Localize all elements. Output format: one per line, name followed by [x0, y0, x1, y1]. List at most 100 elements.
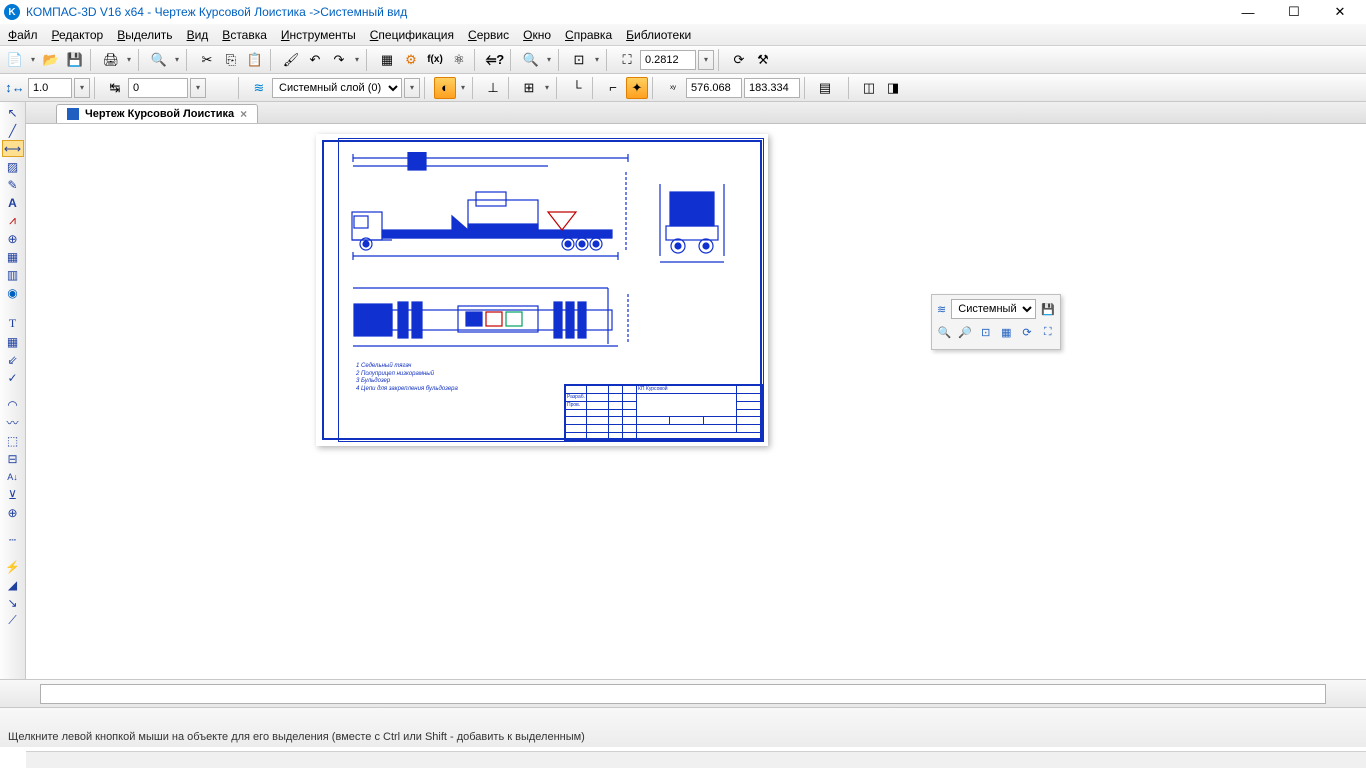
menu-editor[interactable]: Редактор [52, 28, 104, 42]
vars-icon[interactable]: ⚛ [448, 49, 470, 71]
redo-icon[interactable]: ↷ [328, 49, 350, 71]
open-icon[interactable]: 📂 [40, 49, 62, 71]
layer-icon[interactable]: ≋ [248, 77, 270, 99]
zoom-in-dropdown[interactable]: ▾ [544, 55, 554, 64]
redo-dropdown[interactable]: ▾ [352, 55, 362, 64]
close-button[interactable]: ✕ [1326, 2, 1354, 22]
zoom5-icon[interactable]: ⟳ [1019, 323, 1036, 341]
undo-icon[interactable]: ↶ [304, 49, 326, 71]
zoom4-icon[interactable]: ▦ [998, 323, 1015, 341]
vtool-report-icon[interactable]: ◉ [2, 284, 24, 301]
scale-input[interactable] [28, 78, 72, 98]
menu-file[interactable]: Файл [8, 28, 38, 42]
vtool-dim-icon[interactable]: ⟷ [2, 140, 24, 157]
print-dropdown[interactable]: ▾ [124, 55, 134, 64]
new-icon[interactable]: 📄 [4, 49, 26, 71]
maximize-button[interactable]: ☐ [1280, 2, 1308, 22]
vtool-spec-icon[interactable]: ▥ [2, 266, 24, 283]
vtool-break-icon[interactable]: ⊟ [2, 450, 24, 467]
vtool-hatch-icon[interactable]: ▨ [2, 158, 24, 175]
horizontal-scrollbar[interactable] [26, 751, 1366, 768]
xy-icon[interactable]: ˣʸ [662, 77, 684, 99]
lcs-icon[interactable]: └ [566, 77, 588, 99]
vtool-base-icon[interactable]: ⊻ [2, 486, 24, 503]
vtool-leader-icon[interactable]: ⇙ [2, 351, 24, 368]
vtool-dim2-icon[interactable]: ⟋ [2, 612, 24, 629]
round-icon[interactable]: ⌐ [602, 77, 624, 99]
preview-dropdown[interactable]: ▾ [172, 55, 182, 64]
command-input[interactable] [40, 684, 1326, 704]
snap-icon[interactable]: ↕↔ [4, 77, 26, 99]
menu-spec[interactable]: Спецификация [370, 28, 454, 42]
zoom-dropdown[interactable]: ▾ [698, 50, 714, 70]
zoom1-icon[interactable]: 🔍 [936, 323, 953, 341]
ortho-icon[interactable]: ⊥ [482, 77, 504, 99]
vtool-center-icon[interactable]: ⊕ [2, 504, 24, 521]
zoom-window-icon[interactable]: ⊡ [568, 49, 590, 71]
zoom-fit-icon[interactable]: ⛶ [616, 49, 638, 71]
zoom6-icon[interactable]: ⛶ [1039, 323, 1056, 341]
vtool-axis-icon[interactable]: ⊕ [2, 230, 24, 247]
mode-icon[interactable]: ▤ [814, 77, 836, 99]
vtool-line-icon[interactable]: ╱ [2, 122, 24, 139]
fx-icon[interactable]: f(x) [424, 49, 446, 71]
vtool-text-icon[interactable]: A [2, 194, 24, 211]
zoom-in-icon[interactable]: 🔍 [520, 49, 542, 71]
manager-icon[interactable]: ▦ [376, 49, 398, 71]
step-input[interactable] [128, 78, 188, 98]
coord-x-input[interactable] [686, 78, 742, 98]
rebuild-icon[interactable]: ⚒ [752, 49, 774, 71]
vtool-sign-icon[interactable]: ✓ [2, 369, 24, 386]
vtool-t-icon[interactable]: T [2, 315, 24, 332]
state-dropdown[interactable]: ▾ [458, 83, 468, 92]
state-icon[interactable]: ◐ [434, 77, 456, 99]
minimize-button[interactable]: — [1234, 2, 1262, 22]
menu-libs[interactable]: Библиотеки [626, 28, 691, 42]
save-view-icon[interactable]: 💾 [1040, 300, 1056, 318]
menu-insert[interactable]: Вставка [222, 28, 267, 42]
vtool-tool-icon[interactable]: ✎ [2, 176, 24, 193]
vtool-bolt-icon[interactable]: ⚡ [2, 558, 24, 575]
menu-window[interactable]: Окно [523, 28, 551, 42]
coord-y-input[interactable] [744, 78, 800, 98]
snap2-icon[interactable]: ✦ [626, 77, 648, 99]
params-icon[interactable]: ⚙ [400, 49, 422, 71]
zoom-window-dropdown[interactable]: ▾ [592, 55, 602, 64]
grid-dropdown[interactable]: ▾ [542, 83, 552, 92]
new-dropdown[interactable]: ▾ [28, 55, 38, 64]
layers-icon[interactable]: ≋ [936, 300, 947, 318]
layer-dropdown[interactable]: ▾ [404, 78, 420, 98]
document-tab[interactable]: Чертеж Курсовой Лоистика × [56, 104, 258, 123]
vtool-measure-icon[interactable]: ◢ [2, 576, 24, 593]
render-icon[interactable]: ◫ [858, 77, 880, 99]
vtool-align-icon[interactable]: A↓ [2, 468, 24, 485]
grid-icon[interactable]: ⊞ [518, 77, 540, 99]
help-icon[interactable]: ⥢? [484, 49, 506, 71]
refresh-icon[interactable]: ⟳ [728, 49, 750, 71]
menu-service[interactable]: Сервис [468, 28, 509, 42]
tab-close-icon[interactable]: × [240, 107, 247, 121]
copy-icon[interactable]: ⎘ [220, 49, 242, 71]
menu-help[interactable]: Справка [565, 28, 612, 42]
vtool-point-icon[interactable]: ↖ [2, 104, 24, 121]
vtool-edit-icon[interactable]: ⬚ [2, 432, 24, 449]
vtool-arc-icon[interactable]: ◠ [2, 396, 24, 413]
shade-icon[interactable]: ◨ [882, 77, 904, 99]
vtool-table-icon[interactable]: ▦ [2, 248, 24, 265]
vtool-wave-icon[interactable]: 〰 [2, 414, 24, 431]
view-select[interactable]: Системный [951, 299, 1036, 319]
vtool-rough-icon[interactable]: ⩘ [2, 212, 24, 229]
menu-view[interactable]: Вид [187, 28, 209, 42]
zoom-input[interactable] [640, 50, 696, 70]
menu-select[interactable]: Выделить [117, 28, 172, 42]
scale-dropdown[interactable]: ▾ [74, 78, 90, 98]
vtool-dash-icon[interactable]: ┄ [2, 531, 24, 548]
print-icon[interactable]: 🖨 [100, 49, 122, 71]
vtool-leader2-icon[interactable]: ↘ [2, 594, 24, 611]
step-icon[interactable]: ↹ [104, 77, 126, 99]
brush-icon[interactable]: 🖌 [280, 49, 302, 71]
vtool-grid2-icon[interactable]: ▦ [2, 333, 24, 350]
zoom3-icon[interactable]: ⊡ [977, 323, 994, 341]
paste-icon[interactable]: 📋 [244, 49, 266, 71]
zoom2-icon[interactable]: 🔎 [957, 323, 974, 341]
